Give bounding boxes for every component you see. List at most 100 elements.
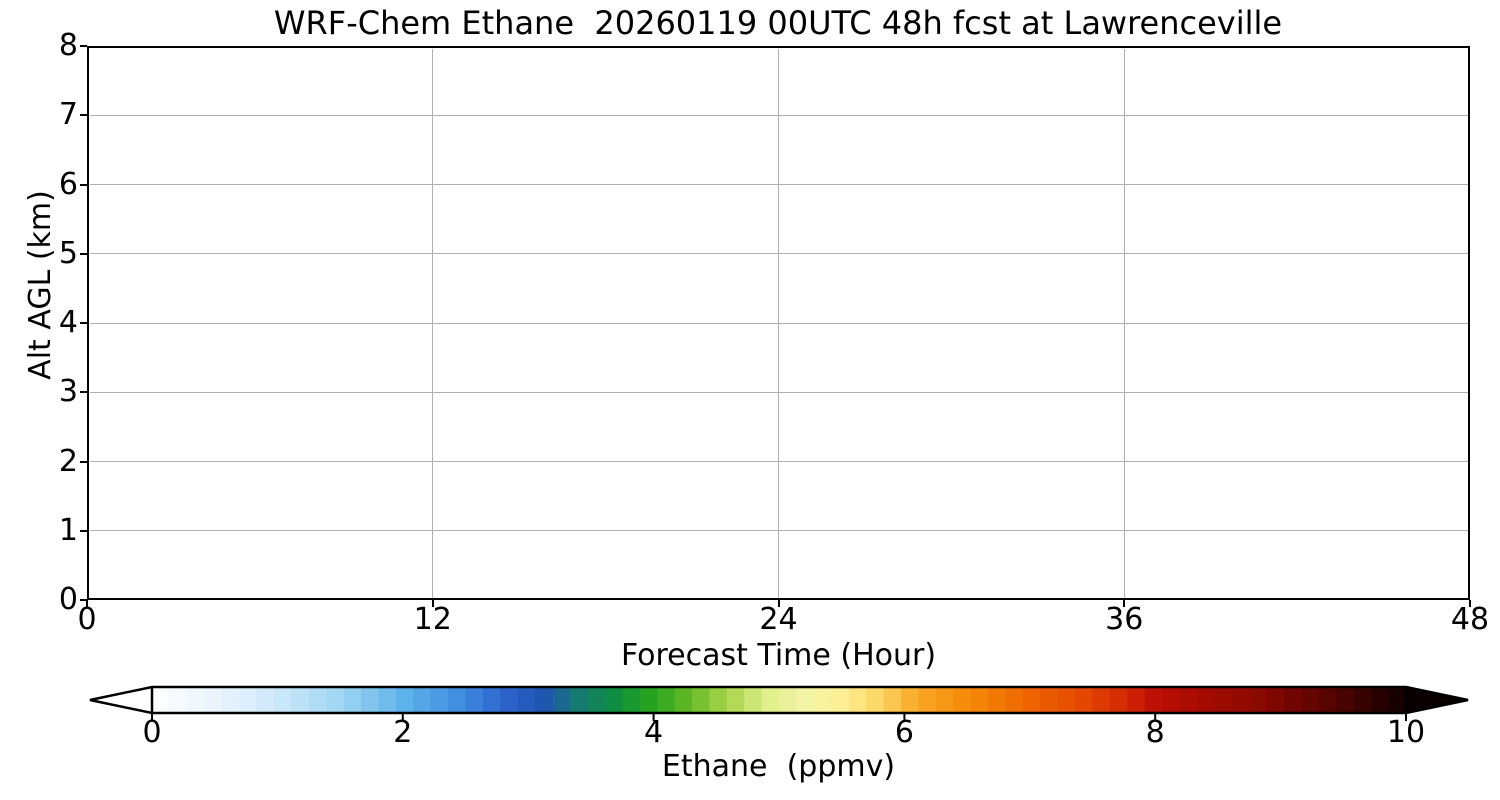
colorbar-segment <box>1022 687 1041 713</box>
colorbar-segment <box>1075 687 1094 713</box>
colorbar-segment <box>1144 687 1163 713</box>
colorbar-segment <box>378 687 397 713</box>
y-tick-mark <box>80 183 87 186</box>
x-tick-label: 24 <box>759 602 798 637</box>
gridline-horizontal <box>89 391 1468 393</box>
colorbar-segment <box>953 687 972 713</box>
colorbar-segment <box>517 687 536 713</box>
colorbar-segment <box>848 687 867 713</box>
y-tick-label: 8 <box>58 28 78 63</box>
colorbar-segment <box>552 687 571 713</box>
y-tick-mark <box>80 599 87 601</box>
y-tick-mark <box>80 114 87 117</box>
colorbar-segment <box>1353 687 1372 713</box>
colorbar-segment <box>1301 687 1320 713</box>
y-tick-label: 6 <box>58 166 78 202</box>
colorbar-segment <box>761 687 780 713</box>
colorbar <box>89 685 1469 721</box>
colorbar-segment <box>239 687 258 713</box>
colorbar-segment <box>988 687 1007 713</box>
colorbar-segment <box>1249 687 1268 713</box>
colorbar-segment <box>448 687 467 713</box>
x-tick-mark <box>431 600 434 607</box>
colorbar-segment <box>691 687 711 713</box>
colorbar-segment <box>186 687 205 713</box>
colorbar-segment <box>413 687 432 713</box>
colorbar-segment <box>604 687 623 713</box>
chart-title: WRF-Chem Ethane 20260119 00UTC 48h fcst … <box>273 4 1283 42</box>
colorbar-segment <box>1231 687 1250 713</box>
colorbar-label: Ethane (ppmv) <box>661 749 896 784</box>
colorbar-segment <box>1371 687 1390 713</box>
gridline-horizontal <box>89 184 1468 185</box>
colorbar-tick-label: 8 <box>1145 715 1165 750</box>
x-tick-label: 0 <box>77 602 97 637</box>
colorbar-segment <box>256 687 275 713</box>
colorbar-under-arrow <box>90 687 152 713</box>
colorbar-segment <box>1318 687 1338 713</box>
y-tick-mark <box>80 322 87 324</box>
colorbar-segment <box>1266 687 1285 713</box>
x-axis-label: Forecast Time (Hour) <box>620 638 937 673</box>
colorbar-segment <box>674 687 693 713</box>
colorbar-segment <box>866 687 885 713</box>
colorbar-segment <box>709 687 728 713</box>
colorbar-over-arrow <box>1406 687 1468 713</box>
colorbar-segment <box>326 687 345 713</box>
colorbar-segment <box>1092 687 1111 713</box>
plot-area <box>87 46 1470 600</box>
gridline-horizontal <box>89 253 1468 255</box>
colorbar-segment <box>535 687 554 713</box>
colorbar-segment <box>361 687 380 713</box>
colorbar-segment <box>1179 687 1198 713</box>
colorbar-tick-label: 2 <box>393 715 413 750</box>
colorbar-segment <box>1127 687 1146 713</box>
colorbar-segment <box>152 687 171 713</box>
colorbar-segment <box>813 687 832 713</box>
gridline-horizontal <box>89 322 1468 324</box>
colorbar-tick-label: 6 <box>894 715 914 750</box>
y-tick-label: 4 <box>58 305 78 340</box>
y-tick-mark <box>80 45 87 47</box>
colorbar-segment <box>587 687 606 713</box>
y-tick-label: 5 <box>58 235 78 271</box>
colorbar-segment <box>1057 687 1076 713</box>
colorbar-segment <box>1109 687 1129 713</box>
colorbar-segment <box>308 687 327 713</box>
gridline-horizontal <box>89 114 1468 116</box>
colorbar-segment <box>221 687 240 713</box>
y-tick-mark <box>80 529 87 532</box>
x-tick-mark <box>1469 600 1471 607</box>
colorbar-segment <box>744 687 763 713</box>
colorbar-segment <box>1336 687 1355 713</box>
colorbar-segment <box>796 687 815 713</box>
colorbar-segment <box>883 687 902 713</box>
gridline-horizontal <box>89 461 1468 462</box>
x-tick-label: 48 <box>1450 602 1490 637</box>
colorbar-segment <box>482 687 502 713</box>
y-tick-label: 2 <box>58 443 78 479</box>
gridline-horizontal <box>89 530 1468 532</box>
colorbar-segment <box>343 687 362 713</box>
x-tick-mark <box>1123 600 1126 607</box>
y-tick-label: 3 <box>58 374 78 410</box>
x-tick-label: 12 <box>413 602 452 637</box>
colorbar-segment <box>970 687 989 713</box>
colorbar-segment <box>900 687 920 713</box>
colorbar-segment <box>273 687 293 713</box>
colorbar-segment <box>1162 687 1181 713</box>
y-tick-mark <box>80 460 87 463</box>
colorbar-segment <box>1040 687 1059 713</box>
colorbar-segment <box>1284 687 1303 713</box>
colorbar-tick-label: 10 <box>1386 715 1426 750</box>
colorbar-segment <box>831 687 850 713</box>
y-tick-label: 1 <box>58 512 78 548</box>
colorbar-segment <box>1388 687 1407 713</box>
colorbar-segment <box>1214 687 1233 713</box>
y-tick-label: 7 <box>58 97 78 133</box>
colorbar-segment <box>639 687 658 713</box>
colorbar-tick-label: 0 <box>142 715 162 750</box>
y-tick-mark <box>80 391 87 394</box>
colorbar-segment <box>169 687 188 713</box>
